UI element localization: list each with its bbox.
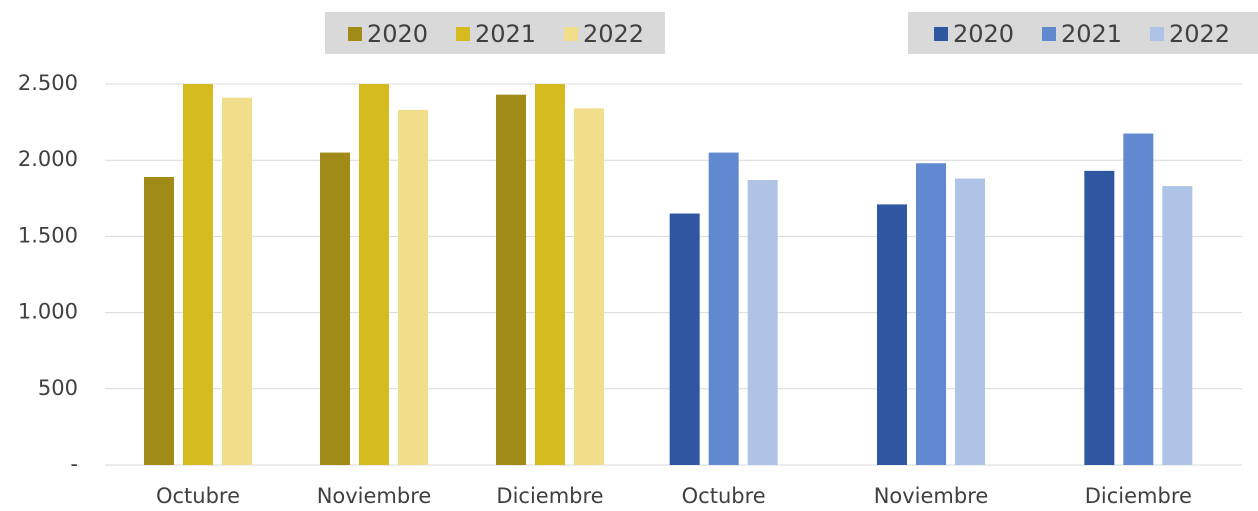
y-tick-label: 2.500: [18, 71, 78, 95]
y-tick-label: 2.000: [18, 147, 78, 171]
legend-label: 2022: [1169, 20, 1230, 48]
x-tick-label: Diciembre: [1085, 484, 1192, 508]
bar: [708, 152, 739, 465]
legend-label: 2021: [475, 20, 536, 48]
x-tick-label: Diciembre: [496, 484, 603, 508]
x-tick-label: Octubre: [156, 484, 240, 508]
x-tick-label: Octubre: [682, 484, 766, 508]
x-tick-label: Noviembre: [874, 484, 989, 508]
legend-swatch: [564, 27, 578, 41]
legend-label: 2020: [367, 20, 428, 48]
bar: [496, 94, 526, 465]
bar: [144, 176, 174, 466]
bar: [574, 108, 604, 465]
bar: [359, 84, 389, 465]
bar: [1084, 170, 1115, 466]
y-tick-label: 500: [38, 376, 78, 400]
legend-label: 2021: [1061, 20, 1122, 48]
bar: [669, 213, 700, 465]
bar: [916, 163, 946, 466]
y-tick-label: -: [70, 452, 78, 476]
bar: [1123, 133, 1154, 465]
y-tick-label: 1.500: [18, 223, 78, 247]
bar: [183, 84, 213, 465]
y-tick-label: 1.000: [18, 300, 78, 324]
bar: [222, 97, 252, 465]
legend-box: [325, 12, 665, 54]
bar: [955, 178, 985, 465]
bar: [747, 180, 778, 465]
legend-swatch: [1150, 27, 1164, 41]
x-tick-label: Noviembre: [317, 484, 432, 508]
legend-swatch: [348, 27, 362, 41]
legend-swatch: [934, 27, 948, 41]
bar: [535, 84, 565, 465]
bar: [398, 109, 428, 466]
bar: [1162, 186, 1193, 465]
bar: [320, 152, 350, 465]
bar: [877, 204, 907, 465]
legend-swatch: [456, 27, 470, 41]
legend-label: 2020: [953, 20, 1014, 48]
legend-swatch: [1042, 27, 1056, 41]
legend-box: [908, 12, 1258, 54]
legend-label: 2022: [583, 20, 644, 48]
